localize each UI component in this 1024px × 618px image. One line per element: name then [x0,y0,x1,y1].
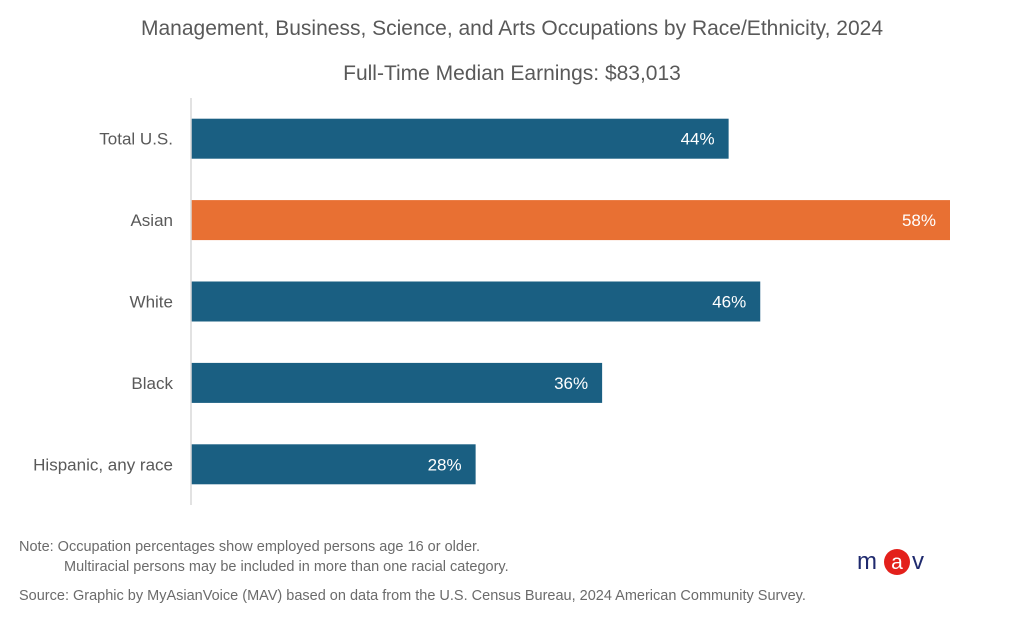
bar-hispanic-any-race [191,444,476,485]
logo-red-circle [884,549,910,575]
footnote: Note: Occupation percentages show employ… [19,537,509,577]
mav-logo: m a v [857,548,924,575]
source-note: Source: Graphic by MyAsianVoice (MAV) ba… [19,588,806,604]
logo-letter-a: a [891,551,903,574]
note-line-2: Multiracial persons may be included in m… [64,559,509,575]
category-label: Asian [130,211,173,230]
category-label: Hispanic, any race [33,455,173,474]
chart-subtitle: Full-Time Median Earnings: $83,013 [343,62,681,85]
data-label: 44% [681,130,715,149]
note-line-1: Note: Occupation percentages show employ… [19,539,481,555]
data-label: 28% [428,455,462,474]
data-label: 58% [902,211,936,230]
category-label: Black [131,374,173,393]
logo-letter-m: m [857,548,877,575]
data-label: 46% [712,293,746,312]
category-label: White [130,293,173,312]
bar-white [191,281,761,322]
logo-letter-v: v [912,548,924,575]
bar-total-u-s [191,118,729,159]
category-label: Total U.S. [99,130,173,149]
bar-black [191,362,603,403]
data-label: 36% [554,374,588,393]
chart-title: Management, Business, Science, and Arts … [140,17,883,40]
bar-asian [191,200,950,241]
